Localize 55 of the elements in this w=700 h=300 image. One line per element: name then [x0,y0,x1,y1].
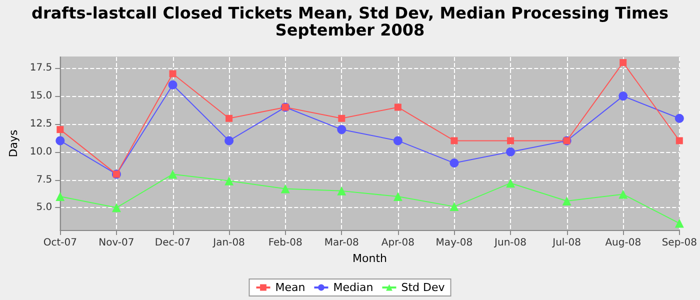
point [338,114,346,122]
y-tick-label: 7.5 [36,174,52,186]
point [224,136,234,146]
point [169,70,176,78]
chart-subtitle: September 2008 [275,20,425,40]
y-axis-title: Days [7,130,20,158]
point [337,125,346,134]
x-tick-label: Nov-07 [98,238,134,248]
x-tick-label: Sep-08 [662,238,698,248]
point [56,126,64,134]
point [620,59,627,66]
point [562,196,572,206]
x-tick-label: May-08 [436,238,473,248]
point [56,192,65,202]
y-tick-label: 12.5 [30,118,52,130]
x-tick-label: Dec-07 [154,238,191,248]
point [506,147,516,156]
point [56,136,65,146]
point [450,137,458,144]
point [112,203,121,212]
x-tick-label: Feb-08 [268,238,302,248]
point [618,92,628,101]
point [618,190,628,199]
x-tick-label: Aug-08 [605,238,642,248]
chart-title: drafts-lastcall Closed Tickets Mean, Std Dev, Median Processing Times [31,4,669,22]
x-axis-title: Month [352,252,388,265]
x-tick-label: Mar-08 [324,238,359,248]
x-tick-label: Jun-08 [494,238,527,248]
y-tick-label: 5.0 [36,202,52,214]
point [393,192,402,202]
point [450,202,459,212]
point [224,176,234,186]
point [450,158,459,168]
y-tick-label: 15.0 [30,90,52,102]
legend-label: Mean [275,281,306,294]
point [393,136,402,146]
point [674,114,684,123]
legend-label: Std Dev [401,281,446,294]
y-tick-label: 17.5 [30,62,52,74]
point [394,104,402,111]
point [674,218,684,228]
point [676,137,683,144]
x-tick-label: Apr-08 [381,238,414,248]
point [168,170,178,179]
x-tick-label: Oct-07 [43,238,77,248]
y-tick-label: 10.0 [30,146,52,158]
x-tick-label: Jul-08 [552,238,582,248]
point [337,186,346,196]
point [168,80,178,90]
point [506,178,516,188]
x-tick-label: Jan-08 [212,238,245,248]
point [280,184,290,194]
legend-label: Median [333,281,374,294]
point [507,137,514,144]
point [226,114,233,122]
